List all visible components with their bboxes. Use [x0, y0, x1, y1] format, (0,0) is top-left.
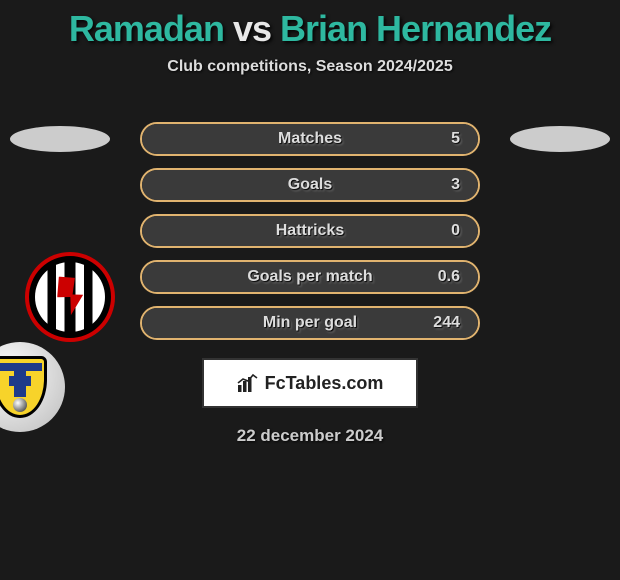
stat-label: Matches [142, 124, 478, 154]
player2-name: Brian Hernandez [280, 8, 551, 49]
stat-row-matches: Matches 5 [140, 122, 480, 156]
chart-icon [237, 373, 259, 393]
stat-value: 0 [451, 216, 460, 246]
brand-box: FcTables.com [202, 358, 418, 408]
club-logo-left [25, 252, 115, 342]
stat-value: 3 [451, 170, 460, 200]
player1-shadow-oval [10, 126, 110, 152]
player2-shadow-oval [510, 126, 610, 152]
stat-value: 0.6 [438, 262, 460, 292]
stat-label: Goals per match [142, 262, 478, 292]
vs-text: vs [233, 8, 271, 49]
stat-label: Goals [142, 170, 478, 200]
page-title: Ramadan vs Brian Hernandez [0, 0, 620, 50]
stat-row-goals: Goals 3 [140, 168, 480, 202]
subtitle: Club competitions, Season 2024/2025 [0, 58, 620, 76]
stat-row-hattricks: Hattricks 0 [140, 214, 480, 248]
stat-label: Min per goal [142, 308, 478, 338]
brand-text: FcTables.com [265, 373, 384, 394]
stats-panel: Matches 5 Goals 3 Hattricks 0 Goals per … [140, 122, 480, 352]
stat-row-mpg: Min per goal 244 [140, 306, 480, 340]
stat-value: 5 [451, 124, 460, 154]
player1-name: Ramadan [69, 8, 224, 49]
stat-value: 244 [433, 308, 460, 338]
stat-label: Hattricks [142, 216, 478, 246]
stat-row-gpm: Goals per match 0.6 [140, 260, 480, 294]
date-text: 22 december 2024 [0, 426, 620, 446]
